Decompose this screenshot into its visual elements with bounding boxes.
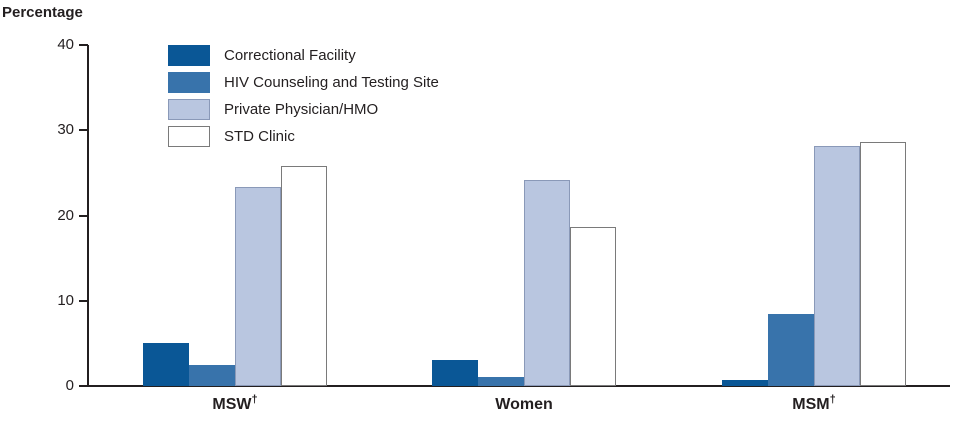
dagger-footnote-marker: † — [829, 393, 836, 406]
bar — [860, 142, 906, 386]
bar — [524, 179, 570, 386]
legend-label: STD Clinic — [224, 128, 295, 145]
y-tick-label: 10 — [57, 291, 74, 309]
y-tick — [79, 129, 88, 132]
legend-item: Private Physician/HMO — [168, 99, 439, 120]
y-tick-label: 20 — [57, 206, 74, 224]
y-axis-title: Percentage — [2, 4, 83, 21]
y-tick — [79, 385, 88, 387]
bar — [281, 166, 327, 386]
legend-item: HIV Counseling and Testing Site — [168, 72, 439, 93]
bar — [768, 313, 814, 386]
x-axis-category-label: MSW† — [212, 393, 258, 413]
bar — [570, 226, 616, 386]
legend-swatch — [168, 72, 210, 93]
bar — [143, 343, 189, 386]
dagger-footnote-marker: † — [251, 393, 258, 406]
bar — [235, 186, 281, 386]
legend-label: Correctional Facility — [224, 47, 356, 64]
bar — [432, 360, 478, 386]
legend-swatch — [168, 45, 210, 66]
bar — [478, 376, 524, 386]
bar — [722, 380, 768, 386]
x-axis-category-label: MSM† — [792, 393, 836, 413]
y-tick — [79, 44, 88, 46]
y-tick — [79, 214, 88, 217]
legend-swatch — [168, 99, 210, 120]
legend-item: STD Clinic — [168, 126, 439, 147]
y-axis-line — [87, 45, 89, 386]
y-tick-label: 0 — [65, 377, 74, 394]
legend-label: Private Physician/HMO — [224, 101, 379, 118]
legend: Correctional Facility HIV Counseling and … — [168, 45, 439, 153]
bar — [189, 364, 235, 386]
y-tick-label: 30 — [57, 121, 74, 139]
y-tick — [79, 299, 88, 302]
x-axis-line — [87, 385, 950, 387]
legend-swatch — [168, 126, 210, 147]
legend-item: Correctional Facility — [168, 45, 439, 66]
y-tick-label: 40 — [57, 36, 74, 53]
x-axis-category-label: Women — [495, 396, 553, 413]
legend-label: HIV Counseling and Testing Site — [224, 74, 439, 91]
bar — [814, 145, 860, 386]
